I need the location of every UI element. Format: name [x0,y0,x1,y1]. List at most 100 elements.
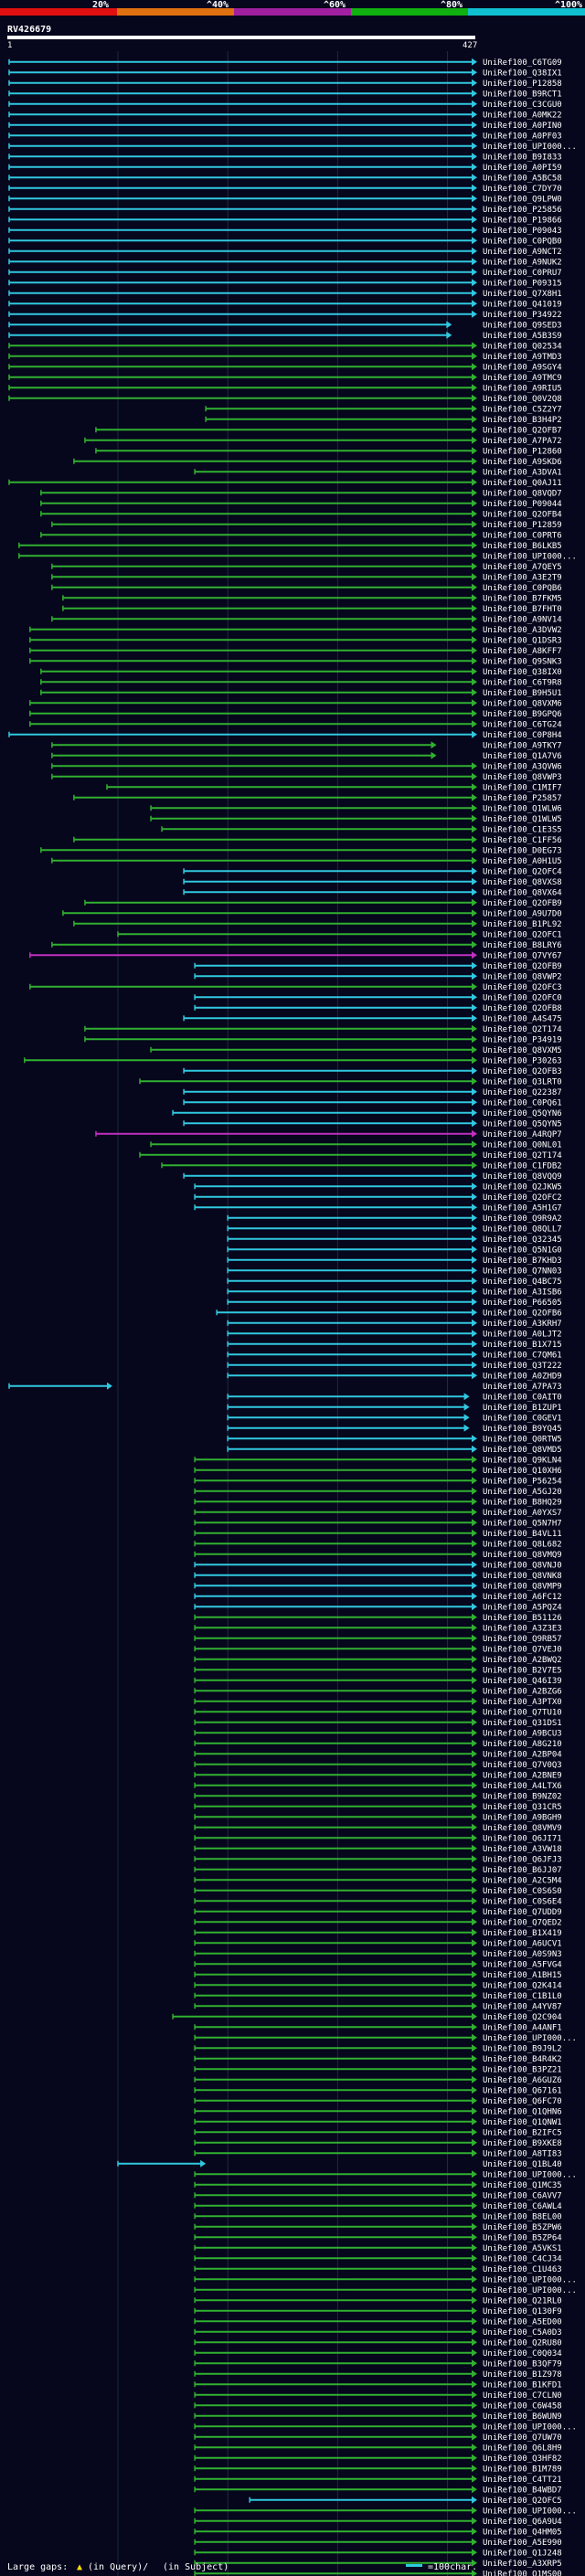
hit-label[interactable]: UniRef100_A5BC58 [483,174,562,183]
hit-row[interactable]: UniRef100_A7QEY5 [51,562,562,572]
hit-row[interactable]: UniRef100_A5B3S9 [8,331,562,341]
hit-row[interactable]: UniRef100_A3ISB6 [227,1288,562,1297]
hit-row[interactable]: UniRef100_Q7NN03 [227,1267,562,1276]
hit-label[interactable]: UniRef100_A6FC12 [483,1593,562,1602]
hit-row[interactable]: UniRef100_Q8VQQ9 [183,1171,562,1182]
hit-label[interactable]: UniRef100_B8LRY6 [483,941,562,950]
hit-row[interactable]: UniRef100_UPI000... [194,2422,577,2432]
hit-row[interactable]: UniRef100_Q8L682 [194,1540,562,1549]
hit-label[interactable]: UniRef100_C0PRT6 [483,531,562,540]
hit-row[interactable]: UniRef100_Q5N7H7 [194,1519,562,1528]
hit-label[interactable]: UniRef100_A9NCT2 [483,248,562,257]
hit-row[interactable]: UniRef100_A8TI83 [194,2149,562,2158]
hit-label[interactable]: UniRef100_C6AVV7 [483,2191,562,2200]
hit-row[interactable]: UniRef100_C5A0D3 [194,2327,562,2337]
hit-row[interactable]: UniRef100_C6W458 [194,2401,562,2411]
hit-label[interactable]: UniRef100_B9NZ02 [483,1792,562,1801]
hit-row[interactable]: UniRef100_Q8VX64 [183,888,562,897]
hit-row[interactable]: UniRef100_Q8VXM5 [150,1045,562,1055]
hit-label[interactable]: UniRef100_Q2OFB4 [483,510,562,519]
hit-label[interactable]: UniRef100_Q10XH6 [483,1467,562,1476]
hit-label[interactable]: UniRef100_B51126 [483,1614,562,1623]
hit-row[interactable]: UniRef100_Q7V0Q3 [194,1760,562,1770]
hit-row[interactable]: UniRef100_C7CLN0 [194,2390,562,2401]
hit-label[interactable]: UniRef100_Q9LPW0 [483,195,562,204]
hit-row[interactable]: UniRef100_A9TKY7 [51,741,562,750]
hit-label[interactable]: UniRef100_Q2OFB9 [483,899,562,908]
hit-label[interactable]: UniRef100_C7CLN0 [483,2391,562,2401]
hit-label[interactable]: UniRef100_Q41019 [483,300,562,309]
hit-label[interactable]: UniRef100_Q8VMV9 [483,1824,562,1833]
hit-row[interactable]: UniRef100_Q02534 [8,342,562,351]
hit-row[interactable]: UniRef100_B6LKB5 [18,541,562,551]
hit-label[interactable]: UniRef100_Q38IX1 [483,69,562,78]
hit-label[interactable]: UniRef100_Q3T222 [483,1362,562,1371]
hit-label[interactable]: UniRef100_Q2OFC1 [483,930,562,939]
hit-label[interactable]: UniRef100_UPI000... [483,2275,577,2284]
hit-row[interactable]: UniRef100_P25857 [73,793,562,803]
hit-row[interactable]: UniRef100_A9NUK2 [8,258,562,267]
hit-label[interactable]: UniRef100_Q1J248 [483,2549,562,2558]
hit-row[interactable]: UniRef100_A9TMD3 [8,352,562,362]
hit-row[interactable]: UniRef100_A6UCV1 [194,1939,562,1948]
hit-row[interactable]: UniRef100_Q46I39 [194,1676,562,1686]
hit-label[interactable]: UniRef100_Q31CR5 [483,1803,562,1812]
hit-row[interactable]: UniRef100_A3DVW2 [29,625,562,635]
hit-row[interactable]: UniRef100_A0MK22 [8,111,562,120]
hit-label[interactable]: UniRef100_C0GEV1 [483,1414,562,1423]
hit-label[interactable]: UniRef100_A5H1G7 [483,1203,562,1213]
hit-label[interactable]: UniRef100_Q2OFB3 [483,1067,562,1076]
hit-label[interactable]: UniRef100_Q1MS00 [483,2570,562,2576]
hit-row[interactable]: UniRef100_A3Z3E3 [194,1624,562,1633]
hit-label[interactable]: UniRef100_Q1MC35 [483,2181,562,2190]
hit-row[interactable]: UniRef100_C0Q034 [194,2348,562,2359]
hit-row[interactable]: UniRef100_D0EG73 [40,846,562,855]
hit-label[interactable]: UniRef100_B1X419 [483,1929,562,1938]
hit-row[interactable]: UniRef100_A4S475 [183,1014,562,1023]
hit-row[interactable]: UniRef100_B9XKE8 [194,2138,562,2148]
hit-row[interactable]: UniRef100_B8HQ29 [194,1498,562,1507]
hit-label[interactable]: UniRef100_A0PIN0 [483,122,562,131]
hit-label[interactable]: UniRef100_Q1BL40 [483,2160,562,2169]
hit-row[interactable]: UniRef100_Q1DSR3 [29,636,562,645]
hit-label[interactable]: UniRef100_B9H5U1 [483,689,562,698]
hit-row[interactable]: UniRef100_B1X715 [227,1340,562,1350]
hit-row[interactable]: UniRef100_A0PI59 [8,163,562,173]
hit-label[interactable]: UniRef100_A9TMC9 [483,374,562,383]
hit-row[interactable]: UniRef100_Q0RTW5 [227,1435,562,1444]
hit-row[interactable]: UniRef100_A5VKS1 [194,2243,562,2253]
hit-row[interactable]: UniRef100_Q7UDD9 [194,1907,562,1917]
hit-row[interactable]: UniRef100_A0LJT2 [227,1330,562,1339]
hit-label[interactable]: UniRef100_C7DY70 [483,185,562,194]
hit-row[interactable]: UniRef100_Q2OFB3 [183,1066,562,1076]
hit-label[interactable]: UniRef100_A5ED00 [483,2317,562,2327]
hit-label[interactable]: UniRef100_B9XKE8 [483,2139,562,2148]
hit-label[interactable]: UniRef100_P09315 [483,279,562,288]
hit-label[interactable]: UniRef100_B4R4K2 [483,2055,562,2064]
hit-row[interactable]: UniRef100_Q8VMQ9 [194,1550,562,1560]
hit-label[interactable]: UniRef100_A4YV87 [483,2002,562,2011]
hit-row[interactable]: UniRef100_P25856 [8,205,562,215]
hit-row[interactable]: UniRef100_UPI000... [194,2275,577,2284]
hit-row[interactable]: UniRef100_Q1QNW1 [194,2117,562,2127]
hit-label[interactable]: UniRef100_Q1QHN6 [483,2107,562,2116]
hit-row[interactable]: UniRef100_Q6JI71 [194,1834,562,1843]
hit-row[interactable]: UniRef100_B7KHD3 [227,1256,562,1266]
hit-row[interactable]: UniRef100_Q3LRT0 [139,1077,562,1087]
hit-label[interactable]: UniRef100_UPI000... [483,2170,577,2179]
hit-row[interactable]: UniRef100_P12858 [8,79,562,89]
hit-label[interactable]: UniRef100_A2BNE9 [483,1771,562,1780]
hit-label[interactable]: UniRef100_A2BZG6 [483,1687,562,1696]
hit-label[interactable]: UniRef100_A9TMD3 [483,353,562,362]
hit-label[interactable]: UniRef100_Q7TU10 [483,1708,562,1717]
hit-label[interactable]: UniRef100_P12859 [483,521,562,530]
hit-row[interactable]: UniRef100_C0S6S0 [194,1886,562,1896]
hit-label[interactable]: UniRef100_A9SKD6 [483,458,562,467]
hit-row[interactable]: UniRef100_A6GUZ6 [194,2075,562,2085]
hit-label[interactable]: UniRef100_A2BP04 [483,1750,562,1759]
hit-row[interactable]: UniRef100_UPI000... [18,552,577,561]
hit-label[interactable]: UniRef100_Q8VWP2 [483,972,562,981]
hit-label[interactable]: UniRef100_B9YQ45 [483,1425,562,1434]
hit-row[interactable]: UniRef100_C5Z2Y7 [205,405,562,414]
hit-label[interactable]: UniRef100_A8G210 [483,1740,562,1749]
